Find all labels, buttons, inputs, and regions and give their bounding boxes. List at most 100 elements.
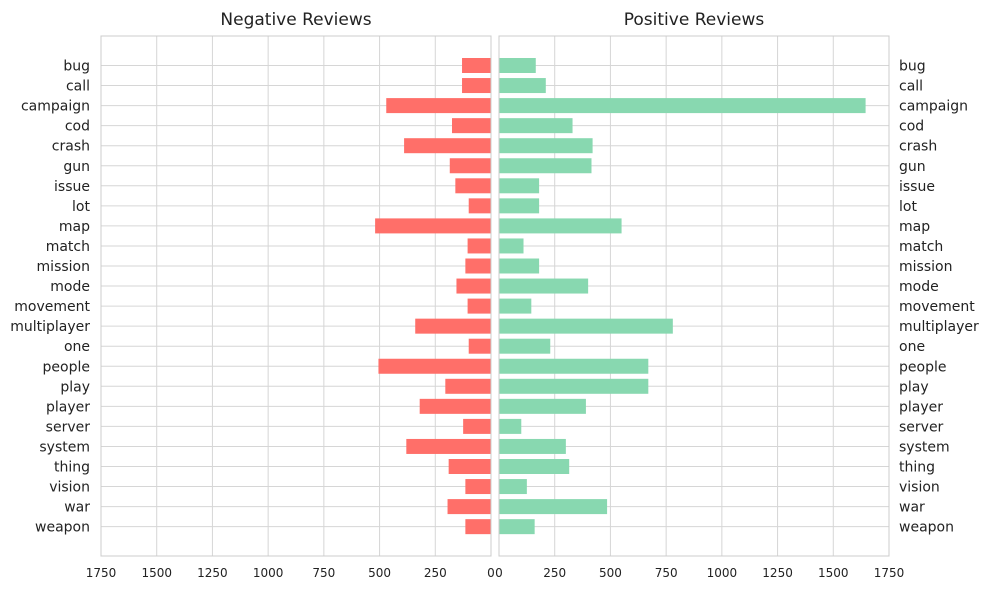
positive-bar-issue (499, 178, 540, 194)
negative-bar-call (462, 78, 491, 94)
positive-bar-vision (499, 479, 527, 495)
positive-tick-label: 0 (495, 566, 503, 580)
positive-category-label: mode (899, 279, 939, 295)
negative-tick-label: 500 (368, 566, 391, 580)
positive-category-label: bug (899, 59, 926, 75)
positive-category-label: gun (899, 159, 926, 175)
positive-category-label: issue (899, 179, 935, 195)
negative-category-label: system (39, 439, 90, 455)
positive-bar-lot (499, 198, 540, 214)
negative-tick-label: 1750 (86, 566, 117, 580)
positive-tick-label: 1750 (874, 566, 905, 580)
negative-category-label: player (46, 399, 90, 415)
positive-bar-multiplayer (499, 318, 673, 334)
negative-category-label: match (46, 239, 90, 255)
positive-bar-system (499, 438, 566, 454)
negative-bar-war (447, 499, 491, 515)
positive-category-label: player (899, 399, 943, 415)
negative-tick-label: 0 (487, 566, 495, 580)
positive-category-label: call (899, 79, 923, 95)
negative-bar-play (445, 378, 491, 394)
negative-bar-movement (467, 298, 491, 314)
negative-category-label: server (46, 419, 91, 435)
negative-tick-label: 1500 (141, 566, 172, 580)
negative-bar-campaign (386, 98, 491, 114)
positive-bar-call (499, 78, 546, 94)
positive-category-label: lot (899, 199, 917, 215)
positive-category-label: play (899, 379, 929, 395)
negative-bar-gun (449, 158, 491, 174)
negative-category-label: crash (52, 139, 90, 155)
negative-category-label: one (64, 339, 90, 355)
negative-category-label: play (60, 379, 90, 395)
positive-category-label: thing (899, 460, 935, 476)
negative-bar-weapon (465, 519, 491, 535)
negative-bar-lot (468, 198, 491, 214)
positive-category-label: weapon (899, 520, 954, 536)
positive-tick-label: 1000 (707, 566, 738, 580)
negative-category-label: movement (14, 299, 90, 315)
negative-category-label: gun (63, 159, 90, 175)
positive-bar-people (499, 358, 649, 374)
negative-bar-system (406, 438, 491, 454)
negative-bar-vision (465, 479, 491, 495)
positive-category-label: system (899, 439, 950, 455)
negative-tick-label: 1250 (197, 566, 228, 580)
positive-category-label: people (899, 359, 946, 375)
positive-category-label: campaign (899, 99, 968, 115)
positive-bar-war (499, 499, 608, 515)
negative-category-label: map (59, 219, 90, 235)
negative-tick-label: 250 (424, 566, 447, 580)
positive-axes-frame (498, 35, 890, 557)
positive-category-label: server (899, 419, 944, 435)
positive-bar-bug (499, 58, 536, 73)
negative-category-label: bug (63, 59, 90, 75)
positive-category-label: crash (899, 139, 937, 155)
negative-category-label: mission (37, 259, 90, 275)
positive-tick-label: 500 (599, 566, 622, 580)
negative-category-label: vision (49, 480, 90, 496)
negative-bar-thing (448, 459, 491, 474)
positive-tick-label: 750 (655, 566, 678, 580)
negative-category-label: campaign (21, 99, 90, 115)
positive-tick-label: 1500 (818, 566, 849, 580)
positive-category-label: mission (899, 259, 952, 275)
positive-bar-map (499, 218, 622, 234)
positive-bar-player (499, 398, 586, 414)
positive-category-label: one (899, 339, 925, 355)
positive-category-label: vision (899, 480, 940, 496)
negative-category-label: lot (72, 199, 90, 215)
positive-bar-cod (499, 118, 573, 134)
negative-bar-one (468, 338, 491, 354)
negative-category-label: weapon (35, 520, 90, 536)
positive-bar-crash (499, 138, 593, 154)
negative-bar-match (467, 238, 491, 254)
negative-axes-frame (100, 35, 492, 557)
negative-category-label: call (66, 79, 90, 95)
positive-reviews-panel: bug call campaign cod crash gun issue lot map mat… (495, 35, 979, 580)
positive-category-label: cod (899, 119, 924, 135)
negative-category-label: issue (54, 179, 90, 195)
positive-category-label: match (899, 239, 943, 255)
negative-bar-server (463, 418, 491, 434)
positive-category-label: movement (899, 299, 975, 315)
negative-bar-mode (456, 278, 491, 294)
positive-tick-label: 1250 (762, 566, 793, 580)
negative-bar-cod (452, 118, 491, 134)
negative-reviews-panel: bug call campaign cod crash gun issue lot map mat… (10, 35, 495, 580)
negative-bar-multiplayer (415, 318, 491, 334)
positive-bar-match (499, 238, 524, 254)
negative-category-label: cod (65, 119, 90, 135)
positive-bar-movement (499, 298, 532, 314)
positive-bar-mission (499, 258, 540, 274)
positive-chart-title: Positive Reviews (624, 10, 765, 30)
positive-bar-one (499, 338, 551, 354)
negative-bar-map (375, 218, 491, 234)
positive-category-label: map (899, 219, 930, 235)
negative-tick-label: 1000 (253, 566, 284, 580)
positive-category-label: multiplayer (899, 319, 979, 335)
negative-category-label: war (64, 500, 90, 516)
positive-tick-label: 250 (543, 566, 566, 580)
negative-category-label: thing (54, 460, 90, 476)
